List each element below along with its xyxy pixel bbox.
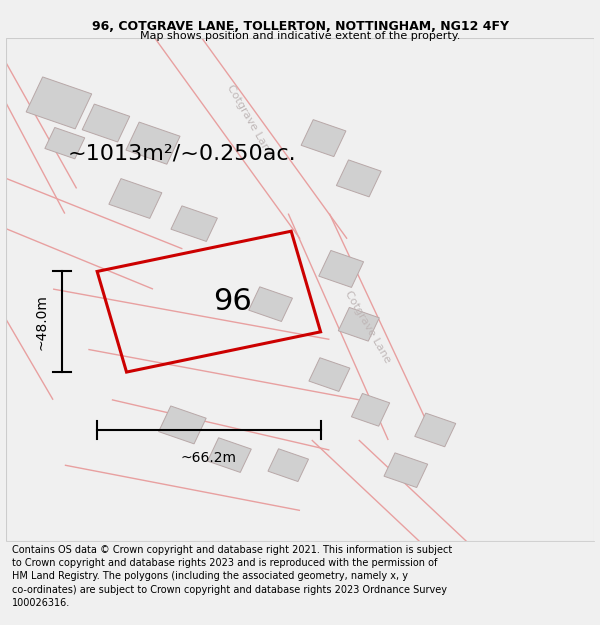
Text: ~1013m²/~0.250ac.: ~1013m²/~0.250ac. bbox=[68, 143, 297, 163]
Polygon shape bbox=[26, 77, 92, 129]
Polygon shape bbox=[109, 179, 162, 218]
Text: Cotgrave Lane: Cotgrave Lane bbox=[343, 289, 392, 364]
Text: Map shows position and indicative extent of the property.: Map shows position and indicative extent… bbox=[140, 31, 460, 41]
Polygon shape bbox=[126, 122, 180, 164]
Polygon shape bbox=[319, 251, 364, 288]
Text: ~48.0m: ~48.0m bbox=[35, 294, 49, 350]
Polygon shape bbox=[301, 119, 346, 157]
Polygon shape bbox=[352, 394, 389, 426]
Polygon shape bbox=[208, 438, 251, 472]
Polygon shape bbox=[337, 160, 381, 197]
Polygon shape bbox=[158, 406, 206, 444]
Polygon shape bbox=[384, 453, 428, 488]
Polygon shape bbox=[415, 413, 456, 447]
Polygon shape bbox=[249, 287, 292, 321]
Polygon shape bbox=[45, 127, 85, 159]
Polygon shape bbox=[338, 308, 379, 341]
Polygon shape bbox=[171, 206, 217, 241]
Polygon shape bbox=[82, 104, 130, 142]
Polygon shape bbox=[268, 449, 308, 481]
Polygon shape bbox=[309, 357, 350, 391]
Text: 96: 96 bbox=[213, 287, 252, 316]
Text: ~66.2m: ~66.2m bbox=[181, 451, 237, 465]
Text: 96, COTGRAVE LANE, TOLLERTON, NOTTINGHAM, NG12 4FY: 96, COTGRAVE LANE, TOLLERTON, NOTTINGHAM… bbox=[91, 20, 509, 33]
Text: Contains OS data © Crown copyright and database right 2021. This information is : Contains OS data © Crown copyright and d… bbox=[12, 545, 452, 608]
Text: Cotgrave Lane: Cotgrave Lane bbox=[225, 82, 275, 158]
